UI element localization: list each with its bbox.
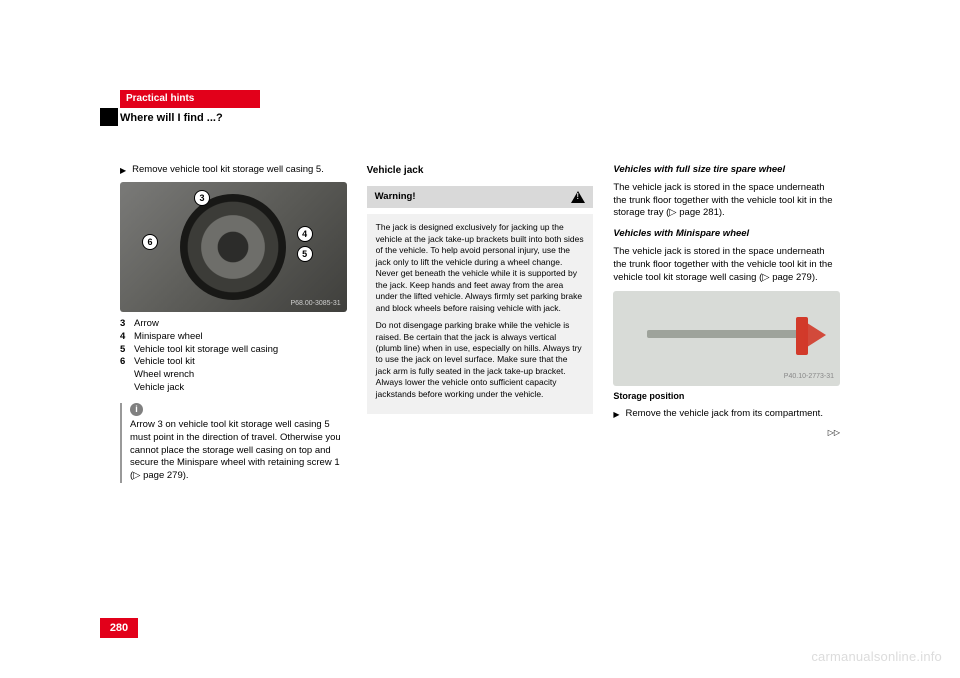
subheading-fullsize: Vehicles with full size tire spare wheel — [613, 164, 840, 177]
legend-text: Vehicle tool kit — [134, 356, 195, 369]
page-content: Practical hints Where will I find ...? ▶… — [120, 90, 840, 610]
subheading-minispare: Vehicles with Minispare wheel — [613, 228, 840, 241]
warning-para-1: The jack is designed exclusively for jac… — [376, 222, 585, 314]
legend-num — [120, 369, 130, 382]
callout-3: 3 — [194, 190, 210, 206]
black-square-marker — [100, 108, 118, 126]
step-row: ▶ Remove vehicle tool kit storage well c… — [120, 164, 347, 178]
step-text: Remove the vehicle jack from its compart… — [626, 408, 823, 422]
para-fullsize: The vehicle jack is stored in the space … — [613, 182, 840, 220]
jack-body-graphic — [647, 330, 806, 338]
image-code: P40.10-2773-31 — [784, 372, 834, 381]
continue-icon: ▷▷ — [828, 428, 840, 439]
legend-text: Arrow — [134, 318, 159, 331]
vehicle-jack-image: P40.10-2773-31 — [613, 291, 840, 386]
callout-5: 5 — [297, 246, 313, 262]
wheel-graphic — [180, 194, 286, 300]
info-icon: i — [130, 403, 143, 416]
watermark: carmanualsonline.info — [811, 649, 942, 664]
step-text: Remove vehicle tool kit storage well cas… — [132, 164, 324, 178]
jack-arrow-graphic — [804, 321, 826, 349]
warning-para-2: Do not disengage parking brake while the… — [376, 320, 585, 400]
legend-text: Vehicle tool kit storage well casing — [134, 344, 278, 357]
warning-body: The jack is designed exclusively for jac… — [367, 214, 594, 414]
legend-num: 3 — [120, 318, 130, 331]
subsection-title: Where will I find ...? — [120, 112, 223, 124]
info-note: i Arrow 3 on vehicle tool kit storage we… — [120, 403, 347, 483]
image-code: P68.00-3085-31 — [290, 299, 340, 308]
column-1: ▶ Remove vehicle tool kit storage well c… — [120, 164, 347, 489]
image-legend: 3 Arrow 4 Minispare wheel 5 Vehicle tool ki… — [120, 318, 347, 395]
callout-6: 6 — [142, 234, 158, 250]
content-columns: ▶ Remove vehicle tool kit storage well c… — [120, 164, 840, 489]
para-minispare: The vehicle jack is stored in the space … — [613, 246, 840, 284]
legend-text: Minispare wheel — [134, 331, 203, 344]
column-2: Vehicle jack Warning! The jack is design… — [367, 164, 594, 489]
legend-num — [120, 382, 130, 395]
warning-label: Warning! — [375, 191, 416, 204]
warning-triangle-icon — [571, 191, 585, 203]
note-text: Arrow 3 on vehicle tool kit storage well… — [130, 419, 347, 483]
callout-4: 4 — [297, 226, 313, 242]
spare-wheel-image: 3 4 5 6 P68.00-3085-31 — [120, 182, 347, 312]
column-3: Vehicles with full size tire spare wheel… — [613, 164, 840, 489]
legend-num: 6 — [120, 356, 130, 369]
image-caption: Storage position — [613, 390, 840, 402]
legend-text: Vehicle jack — [134, 382, 184, 395]
warning-header: Warning! — [367, 186, 594, 209]
column-heading: Vehicle jack — [367, 164, 594, 178]
page-header: Practical hints Where will I find ...? — [120, 90, 840, 150]
legend-num: 5 — [120, 344, 130, 357]
step-row: ▶ Remove the vehicle jack from its compa… — [613, 408, 840, 422]
section-title: Practical hints — [120, 90, 260, 108]
triangle-bullet-icon: ▶ — [120, 164, 126, 178]
legend-num: 4 — [120, 331, 130, 344]
page-number: 280 — [100, 618, 138, 638]
triangle-bullet-icon: ▶ — [613, 408, 619, 422]
legend-text: Wheel wrench — [134, 369, 194, 382]
